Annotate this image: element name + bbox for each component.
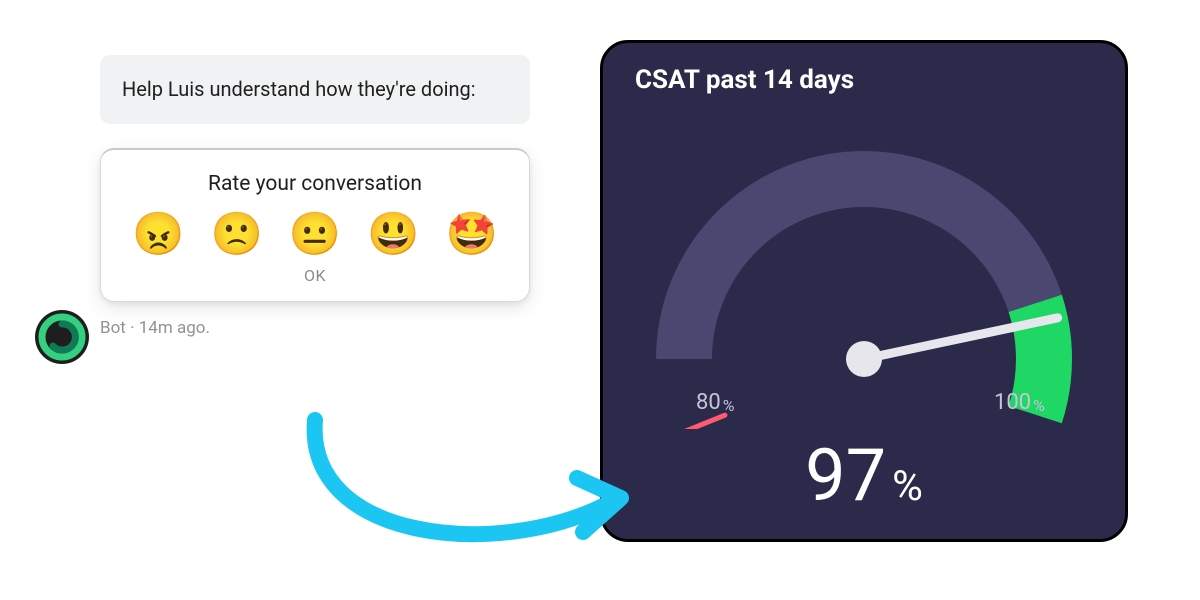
emoji-row: 😠 🙁 😐 😃 🤩 <box>111 214 519 256</box>
chat-bubble: Help Luis understand how they're doing: <box>100 55 530 124</box>
bot-avatar-icon <box>35 310 89 364</box>
gauge-title: CSAT past 14 days <box>603 65 1125 95</box>
gauge-value: 97% <box>603 433 1125 518</box>
chat-column: Help Luis understand how they're doing: … <box>100 55 530 338</box>
csat-gauge-card: CSAT past 14 days 80% 100% 97% <box>600 40 1128 542</box>
rating-card: Rate your conversation 😠 🙁 😐 😃 🤩 OK <box>100 148 530 302</box>
emoji-neutral[interactable]: 😐 <box>289 214 341 256</box>
gauge-value-unit: % <box>892 462 923 511</box>
connector-arrow-icon <box>285 400 645 580</box>
emoji-smile[interactable]: 😃 <box>367 214 419 256</box>
chat-meta: Bot · 14m ago. <box>100 318 530 338</box>
emoji-starstruck[interactable]: 🤩 <box>445 214 497 256</box>
emoji-ok-label: OK <box>111 266 519 285</box>
gauge-chart: 80% 100% <box>603 99 1125 439</box>
chat-bubble-text: Help Luis understand how they're doing: <box>122 77 476 101</box>
gauge-svg: 80% 100% <box>614 99 1114 429</box>
gauge-axis-min: 80% <box>696 390 735 415</box>
gauge-value-number: 97 <box>805 433 886 518</box>
bot-avatar <box>35 310 89 364</box>
emoji-frown[interactable]: 🙁 <box>211 214 263 256</box>
rating-title: Rate your conversation <box>111 172 519 196</box>
emoji-angry[interactable]: 😠 <box>132 214 184 256</box>
